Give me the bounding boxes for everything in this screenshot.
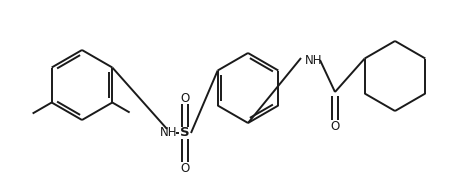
Text: O: O [180, 92, 190, 105]
Text: O: O [330, 120, 340, 133]
Text: NH: NH [305, 54, 322, 67]
Text: O: O [180, 161, 190, 174]
Text: S: S [180, 127, 190, 139]
Text: NH: NH [160, 127, 178, 139]
